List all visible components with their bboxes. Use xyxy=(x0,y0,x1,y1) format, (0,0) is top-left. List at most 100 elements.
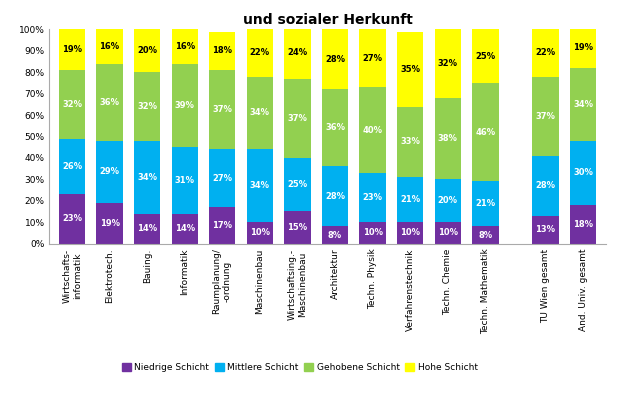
Bar xyxy=(434,98,461,179)
Bar xyxy=(472,181,499,226)
Bar xyxy=(284,211,311,244)
Bar xyxy=(172,29,198,64)
Text: 34%: 34% xyxy=(250,181,270,190)
Text: 32%: 32% xyxy=(438,59,458,68)
Bar xyxy=(360,173,386,222)
Text: 14%: 14% xyxy=(137,224,157,233)
Bar xyxy=(570,27,596,68)
Text: 10%: 10% xyxy=(400,228,420,237)
Text: 19%: 19% xyxy=(99,219,119,228)
Bar xyxy=(209,70,235,150)
Bar xyxy=(247,150,273,222)
Text: 34%: 34% xyxy=(137,173,157,182)
Text: 21%: 21% xyxy=(475,200,496,208)
Bar xyxy=(322,166,348,226)
Text: 28%: 28% xyxy=(325,55,345,64)
Bar xyxy=(134,72,160,141)
Bar xyxy=(322,226,348,244)
Bar xyxy=(397,107,423,177)
Bar xyxy=(472,29,499,83)
Bar xyxy=(532,76,559,156)
Legend: Niedrige Schicht, Mittlere Schicht, Gehobene Schicht, Hohe Schicht: Niedrige Schicht, Mittlere Schicht, Geho… xyxy=(118,360,481,376)
Bar xyxy=(284,79,311,158)
Text: 24%: 24% xyxy=(287,48,308,58)
Text: 36%: 36% xyxy=(325,123,345,132)
Bar xyxy=(284,27,311,79)
Bar xyxy=(532,216,559,244)
Bar xyxy=(59,139,85,194)
Bar xyxy=(172,147,198,214)
Bar xyxy=(134,141,160,214)
Bar xyxy=(570,205,596,244)
Bar xyxy=(209,32,235,70)
Text: 33%: 33% xyxy=(400,137,420,146)
Bar xyxy=(322,29,348,89)
Text: 26%: 26% xyxy=(62,162,82,171)
Text: 32%: 32% xyxy=(137,102,157,111)
Bar xyxy=(247,29,273,76)
Bar xyxy=(96,203,123,244)
Text: 28%: 28% xyxy=(325,192,345,201)
Bar xyxy=(472,226,499,244)
Text: 40%: 40% xyxy=(363,126,383,134)
Text: 25%: 25% xyxy=(287,180,308,189)
Text: 32%: 32% xyxy=(62,100,82,109)
Text: 21%: 21% xyxy=(400,195,420,204)
Text: 22%: 22% xyxy=(250,48,270,58)
Bar xyxy=(247,76,273,150)
Text: 17%: 17% xyxy=(213,221,232,230)
Text: 30%: 30% xyxy=(573,168,593,177)
Text: 13%: 13% xyxy=(536,225,556,234)
Bar xyxy=(134,214,160,244)
Bar xyxy=(397,222,423,244)
Text: 35%: 35% xyxy=(400,65,420,73)
Text: 15%: 15% xyxy=(287,223,308,232)
Bar xyxy=(247,222,273,244)
Bar xyxy=(397,177,423,222)
Text: 14%: 14% xyxy=(175,224,195,233)
Bar xyxy=(172,214,198,244)
Text: 27%: 27% xyxy=(213,174,232,183)
Bar xyxy=(59,194,85,244)
Bar xyxy=(96,141,123,203)
Text: 22%: 22% xyxy=(535,48,556,58)
Bar xyxy=(59,70,85,139)
Text: 29%: 29% xyxy=(99,167,119,176)
Text: 10%: 10% xyxy=(438,228,458,237)
Bar xyxy=(134,29,160,72)
Text: 28%: 28% xyxy=(536,181,556,190)
Text: 38%: 38% xyxy=(438,134,458,143)
Bar xyxy=(96,29,123,64)
Bar xyxy=(360,29,386,87)
Text: 36%: 36% xyxy=(99,98,119,107)
Bar xyxy=(59,29,85,70)
Text: 37%: 37% xyxy=(287,114,307,123)
Text: 23%: 23% xyxy=(363,193,383,202)
Bar xyxy=(360,222,386,244)
Bar xyxy=(96,64,123,141)
Text: 8%: 8% xyxy=(328,231,342,239)
Text: 23%: 23% xyxy=(62,215,82,223)
Bar xyxy=(209,150,235,207)
Bar xyxy=(434,222,461,244)
Bar xyxy=(532,156,559,216)
Bar xyxy=(532,29,559,76)
Text: 16%: 16% xyxy=(99,42,120,51)
Text: 34%: 34% xyxy=(573,100,593,109)
Text: 18%: 18% xyxy=(213,46,232,55)
Text: 46%: 46% xyxy=(475,128,496,137)
Text: 10%: 10% xyxy=(363,228,383,237)
Text: 37%: 37% xyxy=(213,105,232,114)
Text: 19%: 19% xyxy=(62,45,82,54)
Bar xyxy=(209,207,235,244)
Bar xyxy=(570,141,596,205)
Text: 31%: 31% xyxy=(175,176,195,185)
Bar xyxy=(360,87,386,173)
Bar xyxy=(472,83,499,181)
Text: 19%: 19% xyxy=(573,43,593,52)
Text: 25%: 25% xyxy=(475,52,496,60)
Text: 20%: 20% xyxy=(438,196,458,205)
Title: und sozialer Herkunft: und sozialer Herkunft xyxy=(243,13,412,27)
Bar xyxy=(322,89,348,166)
Text: 34%: 34% xyxy=(250,108,270,118)
